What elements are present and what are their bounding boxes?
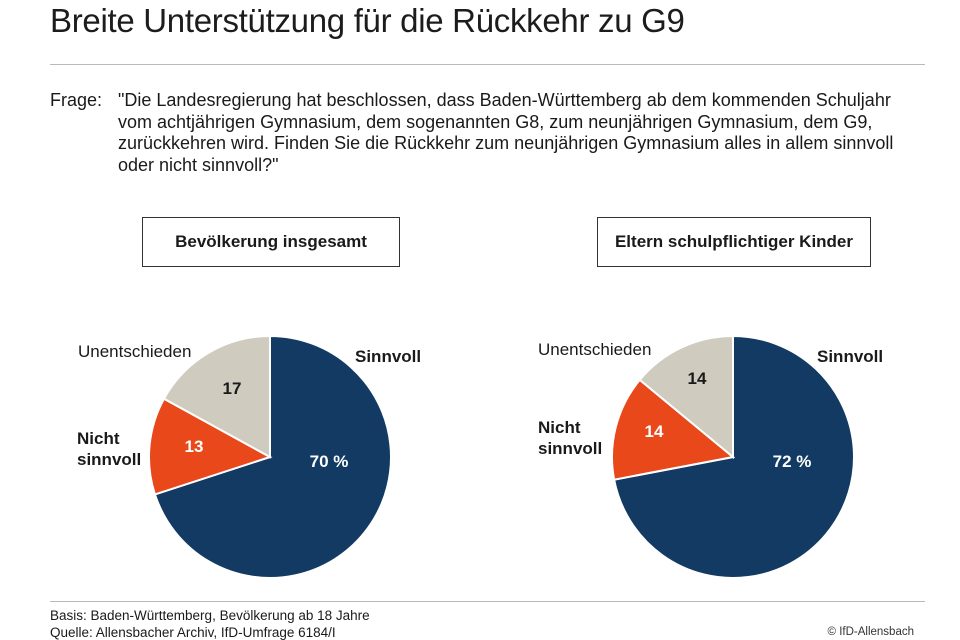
chart-2-value-label-3: 14 <box>688 369 707 388</box>
chart-1-title: Bevölkerung insgesamt <box>175 232 367 251</box>
chart-2-slice-nicht-sinnvoll <box>611 378 736 481</box>
survey-question: Frage: "Die Landesregierung hat beschlos… <box>50 90 910 176</box>
copyright: © IfD-Allensbach <box>827 626 914 638</box>
chart-2-title: Eltern schulpflichtiger Kinder <box>614 232 854 251</box>
chart-2-category-label-sinnvoll: Sinnvoll <box>817 347 883 366</box>
footer-basis: Basis: Baden-Württemberg, Bevölkerung ab… <box>50 608 370 623</box>
chart-2-slice-unentschieden <box>638 334 734 460</box>
question-label: Frage: <box>50 90 103 110</box>
chart-2-value-label-1: 72 % <box>773 452 812 471</box>
footer-source: Quelle: Allensbacher Archiv, IfD-Umfrage… <box>50 625 336 640</box>
chart-1-title-box: Bevölkerung insgesamt <box>142 217 400 267</box>
chart-title: Breite Unterstützung für die Rückkehr zu… <box>50 2 685 39</box>
chart-1-category-label-unentschieden: Unentschieden <box>78 342 191 361</box>
chart-1-slice-nicht-sinnvoll <box>148 397 273 496</box>
question-text: "Die Landesregierung hat beschlossen, da… <box>118 90 894 175</box>
chart-1-value-label-1: 70 % <box>310 452 349 471</box>
chart-1-slice-unentschieden <box>162 334 271 459</box>
chart-1-slice-sinnvoll <box>153 334 392 579</box>
chart-2-title-box: Eltern schulpflichtiger Kinder <box>597 217 871 267</box>
title-divider <box>50 64 925 65</box>
chart-2-value-label-2: 14 <box>645 422 664 441</box>
chart-2-category-label-unentschieden: Unentschieden <box>538 340 651 359</box>
chart-1-value-label-2: 13 <box>185 437 204 456</box>
chart-1-value-label-3: 17 <box>223 379 242 398</box>
chart-2-category-label-nicht-sinnvoll: Nicht sinnvoll <box>538 418 602 458</box>
chart-1-category-label-sinnvoll: Sinnvoll <box>355 347 421 366</box>
chart-1-category-label-nicht-sinnvoll: Nicht sinnvoll <box>77 429 141 469</box>
footer-divider <box>50 601 925 602</box>
